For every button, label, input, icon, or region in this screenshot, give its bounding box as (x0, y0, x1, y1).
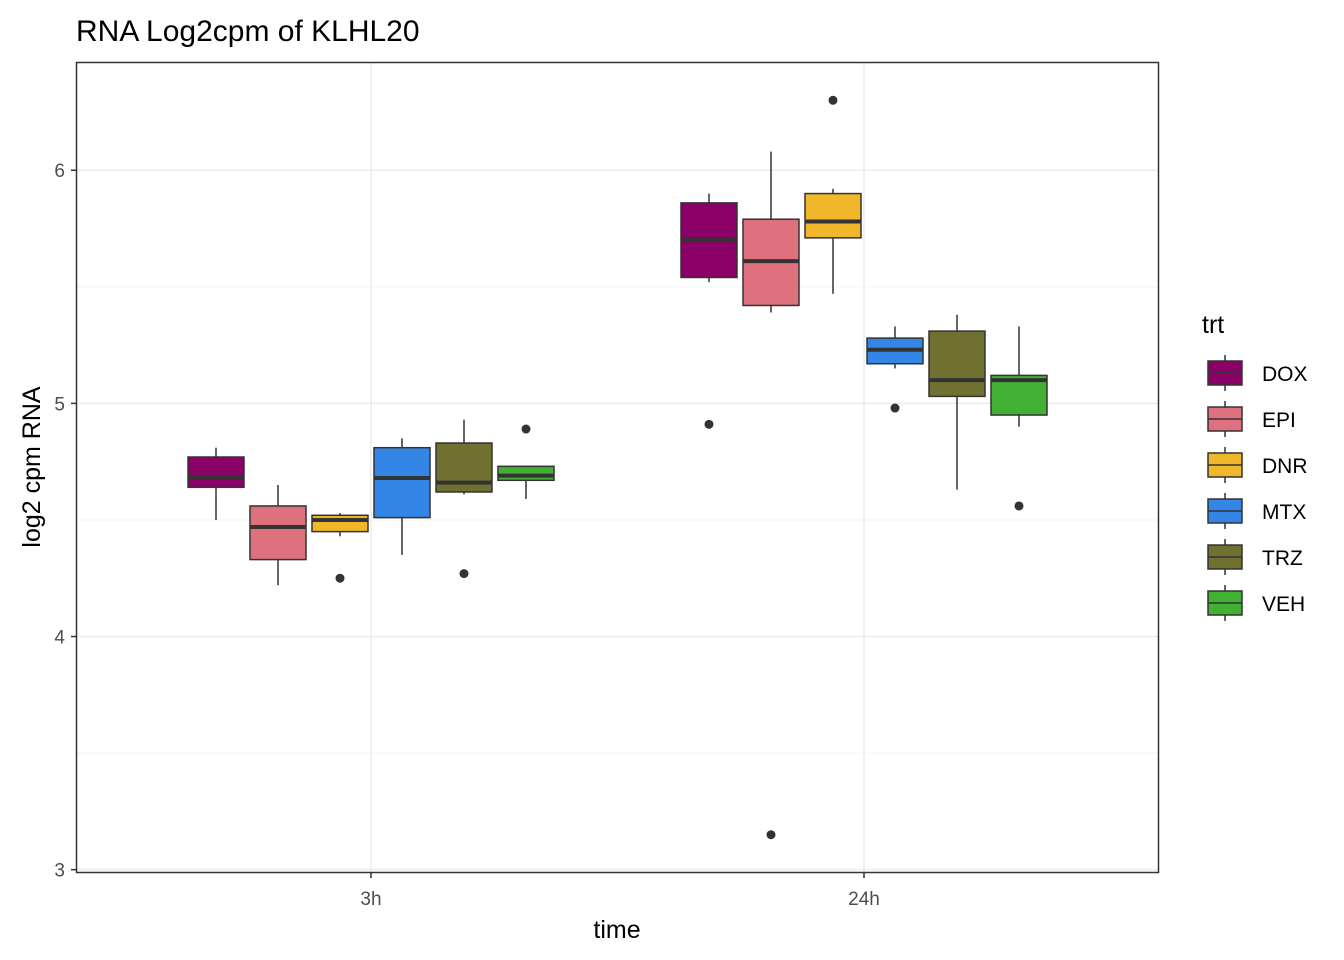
y-tick-label: 6 (54, 161, 65, 182)
box-layer (187, 95, 1048, 840)
box-dnr-3h (311, 512, 369, 583)
outlier-point (704, 419, 714, 429)
outlier-point (1014, 501, 1024, 511)
legend-label: DNR (1262, 455, 1308, 478)
legend-item-epi: EPI (1207, 401, 1296, 437)
legend-label: EPI (1262, 409, 1296, 432)
x-axis-title: time (593, 916, 640, 944)
box-iqr (311, 514, 369, 533)
box-iqr (187, 456, 245, 489)
box-trz-24h (928, 314, 986, 490)
box-iqr (928, 330, 986, 398)
box-epi-3h (249, 484, 307, 586)
outlier-point (828, 95, 838, 105)
legend-items: DOX EPI DNR MTX TRZ VEH (1207, 355, 1308, 621)
legend-item-mtx: MTX (1207, 493, 1306, 529)
y-tick-label: 3 (54, 861, 65, 882)
y-tick-label: 5 (54, 394, 65, 415)
legend-label: TRZ (1262, 547, 1303, 570)
outlier-point (890, 403, 900, 413)
x-tick-label: 24h (848, 889, 880, 910)
legend: trt DOX EPI DNR MTX TRZ VEH (1202, 311, 1308, 621)
chart-title: RNA Log2cpm of KLHL20 (76, 15, 420, 48)
box-dox-24h (680, 193, 738, 429)
legend-label: VEH (1262, 593, 1305, 616)
y-tick-label: 4 (54, 628, 65, 649)
legend-label: MTX (1262, 501, 1306, 524)
legend-label: DOX (1262, 363, 1308, 386)
plot-panel-border (75, 61, 1160, 874)
legend-item-dox: DOX (1207, 355, 1308, 391)
outlier-point (335, 573, 345, 583)
box-iqr (373, 446, 431, 519)
box-dox-3h (187, 447, 245, 520)
y-axis-title: log2 cpm RNA (18, 386, 46, 547)
box-epi-24h (742, 151, 800, 840)
outlier-point (459, 569, 469, 579)
box-trz-3h (435, 419, 493, 579)
box-veh-3h (497, 424, 555, 499)
box-iqr (249, 505, 307, 561)
x-tick-label: 3h (360, 889, 381, 910)
axes: 3 4 5 6 3h 24h (54, 161, 879, 910)
outlier-point (521, 424, 531, 434)
box-dnr-24h (804, 95, 862, 294)
legend-item-trz: TRZ (1207, 539, 1303, 575)
box-mtx-24h (866, 326, 924, 413)
outlier-point (766, 830, 776, 840)
box-mtx-3h (373, 438, 431, 555)
box-iqr (804, 192, 862, 239)
box-veh-24h (990, 326, 1048, 511)
box-iqr (497, 465, 555, 482)
legend-item-veh: VEH (1207, 585, 1305, 621)
legend-title: trt (1202, 311, 1224, 339)
legend-item-dnr: DNR (1207, 447, 1308, 483)
